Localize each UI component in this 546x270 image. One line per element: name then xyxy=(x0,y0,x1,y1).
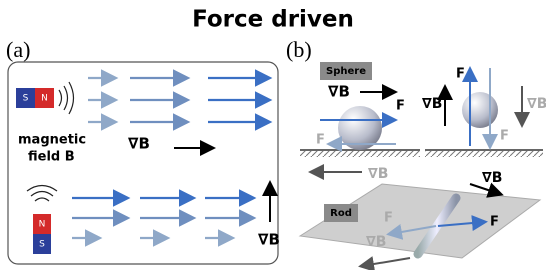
gradient-label: ∇B xyxy=(328,83,350,101)
ghost-force-label: F xyxy=(500,129,509,144)
magnet-pole: N xyxy=(41,94,48,104)
panel-label: (a) xyxy=(6,37,30,62)
field-arrows xyxy=(88,78,268,122)
magnet-pole: S xyxy=(39,240,45,250)
field-label: field B xyxy=(28,150,75,165)
force-label: F xyxy=(456,67,465,82)
tag-label: Sphere xyxy=(326,66,366,77)
magnet-pole: N xyxy=(39,220,46,230)
ghost-gradient-label: ∇B xyxy=(366,234,386,250)
ground xyxy=(300,150,420,157)
ghost-gradient-label: ∇B xyxy=(527,96,546,112)
gradient-label: ∇B xyxy=(482,170,502,186)
ghost-gradient-label: ∇B xyxy=(368,166,388,182)
ghost-gradient-arrow xyxy=(362,258,410,266)
magnet-pole: S xyxy=(23,94,29,104)
force-label: F xyxy=(396,99,405,114)
title: Force driven xyxy=(192,7,354,33)
tag-label: Rod xyxy=(330,208,352,219)
field-arrows xyxy=(72,198,252,238)
figure: Force driven (a) S N magnetic field B ∇B… xyxy=(0,0,546,270)
ghost-force-label: F xyxy=(316,133,325,148)
field-waves xyxy=(59,82,74,114)
gradient-label: ∇B xyxy=(258,231,280,249)
panel-label: (b) xyxy=(286,37,312,62)
field-waves xyxy=(27,186,57,202)
ground xyxy=(425,150,543,157)
gradient-label: ∇B xyxy=(422,96,442,112)
ghost-force-label: F xyxy=(384,211,393,226)
sphere xyxy=(462,92,498,128)
field-label: magnetic xyxy=(18,133,86,148)
gradient-label: ∇B xyxy=(128,135,150,153)
force-label: F xyxy=(490,215,499,230)
